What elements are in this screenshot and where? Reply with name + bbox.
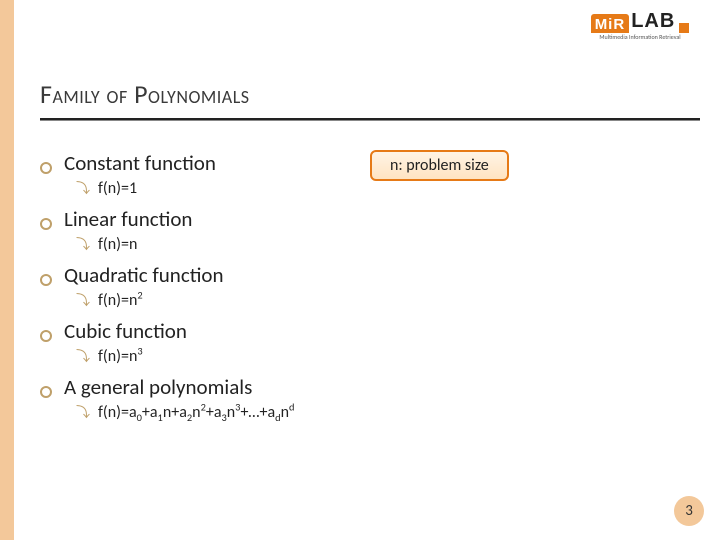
list-subitem: ⤵ f(n)=n <box>76 234 690 254</box>
page-number-badge: 3 <box>674 496 704 526</box>
bullet-icon <box>40 330 52 342</box>
list-item: Linear function <box>40 206 690 232</box>
title-rule <box>40 118 700 121</box>
subitem-text: f(n)=n <box>98 235 137 254</box>
list-subitem: ⤵ f(n)=1 <box>76 178 690 198</box>
item-label: Quadratic function <box>64 262 224 288</box>
list-subitem: ⤵ f(n)=n3 <box>76 346 690 366</box>
sub-bullet-icon: ⤵ <box>76 178 90 198</box>
list-item: Cubic function <box>40 318 690 344</box>
item-label: Constant function <box>64 150 216 176</box>
list-subitem: ⤵ f(n)=n2 <box>76 290 690 310</box>
sub-bullet-icon: ⤵ <box>76 290 90 310</box>
bullet-icon <box>40 162 52 174</box>
sub-bullet-icon: ⤵ <box>76 402 90 422</box>
subitem-text: f(n)=n2 <box>98 291 143 310</box>
title-block: Family of Polynomials <box>40 78 700 121</box>
subitem-text: f(n)=n3 <box>98 347 143 366</box>
bullet-icon <box>40 274 52 286</box>
subitem-text: f(n)=1 <box>98 179 137 198</box>
page-title: Family of Polynomials <box>40 78 700 116</box>
list-item: A general polynomials <box>40 374 690 400</box>
logo-mir-text: MiR <box>591 14 630 33</box>
left-accent-bar <box>0 0 14 540</box>
logo-subtitle: Multimedia Information Retrieval <box>599 34 680 40</box>
subitem-text: f(n)=a0+a1n+a2n2+a3n3+…+adnd <box>98 403 294 422</box>
bullet-icon <box>40 218 52 230</box>
sub-bullet-icon: ⤵ <box>76 346 90 366</box>
list-item: Quadratic function <box>40 262 690 288</box>
logo-lab-text: LAB <box>631 10 675 33</box>
item-label: A general polynomials <box>64 374 252 400</box>
content-list: Constant function ⤵ f(n)=1 Linear functi… <box>40 150 690 430</box>
logo-dot-icon <box>679 23 689 33</box>
list-item: Constant function <box>40 150 690 176</box>
bullet-icon <box>40 386 52 398</box>
item-label: Linear function <box>64 206 192 232</box>
mir-lab-logo: MiR LAB Multimedia Information Retrieval <box>580 10 700 60</box>
page-number: 3 <box>685 502 693 520</box>
sub-bullet-icon: ⤵ <box>76 234 90 254</box>
item-label: Cubic function <box>64 318 187 344</box>
list-subitem: ⤵ f(n)=a0+a1n+a2n2+a3n3+…+adnd <box>76 402 690 422</box>
